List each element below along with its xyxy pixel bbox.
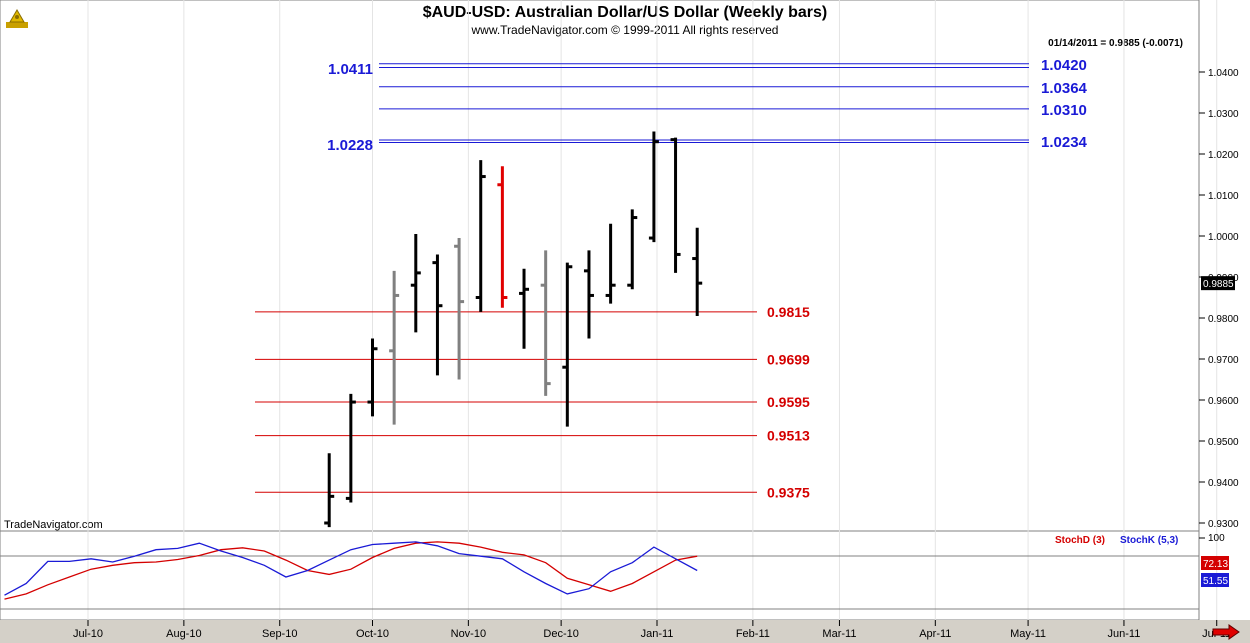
price-bars <box>324 131 703 528</box>
chart-title: $AUD-USD: Australian Dollar/US Dollar (W… <box>423 4 828 21</box>
ohlc-bar <box>454 238 465 380</box>
ohlc-bar <box>540 250 551 396</box>
support-label: 0.9513 <box>767 428 810 444</box>
ohlc-bar <box>497 166 508 308</box>
last-price-box <box>1201 276 1235 291</box>
x-tick-label: Dec-10 <box>543 628 578 640</box>
stoch-value-label: 51.55 <box>1203 576 1228 587</box>
y-tick-label: 0.9400 <box>1208 478 1239 489</box>
ohlc-bar <box>475 160 486 312</box>
support-label: 0.9699 <box>767 351 810 367</box>
stoch-legend: StochD (3) <box>1055 535 1105 546</box>
y-tick-label: 1.0100 <box>1208 191 1239 202</box>
ohlc-bar <box>410 233 421 333</box>
ohlc-bar <box>345 393 356 503</box>
levels-layer: 1.0420 1.0411 1.0364 1.0310 1.0234 1.0228 0.98… <box>255 57 1088 500</box>
price-axis: 1.04001.03001.02001.01001.00000.99000.98… <box>1199 68 1239 530</box>
ohlc-bar <box>519 268 530 349</box>
x-tick-label: Sep-10 <box>262 628 297 640</box>
last-price-label: 0.9885 <box>1203 279 1234 290</box>
y-tick-label: 0.9300 <box>1208 519 1239 530</box>
support-label: 0.9815 <box>767 304 810 320</box>
ohlc-bar <box>692 227 703 316</box>
ohlc-bar <box>670 137 681 273</box>
stoch-line <box>4 541 698 600</box>
y-tick-label: 1.0000 <box>1208 232 1239 243</box>
y-tick-label: 0.9800 <box>1208 314 1239 325</box>
stoch-line <box>4 541 698 596</box>
y-tick-label: 1.0300 <box>1208 109 1239 120</box>
resistance-label: 1.0234 <box>1041 134 1088 151</box>
x-tick-label: Jun-11 <box>1108 628 1141 640</box>
y-tick-label: 0.9700 <box>1208 355 1239 366</box>
x-tick-label: Feb-11 <box>736 628 770 640</box>
resistance-label: 1.0364 <box>1041 80 1088 97</box>
stoch-legend: StochK (5,3) <box>1120 535 1178 546</box>
stoch-value-label: 72.13 <box>1203 559 1228 570</box>
stoch-value-box <box>1201 556 1229 570</box>
y-tick-label: 1.0400 <box>1208 68 1239 79</box>
time-axis-band <box>0 620 1250 643</box>
ohlc-bar <box>432 254 443 376</box>
y-tick-label: 0.9500 <box>1208 437 1239 448</box>
price-pane <box>0 0 1200 532</box>
resistance-label: 1.0228 <box>327 137 373 154</box>
x-tick-label: Nov-10 <box>451 628 486 640</box>
trade-navigator-logo-icon <box>6 9 28 28</box>
support-label: 0.9375 <box>767 484 810 500</box>
y-tick-label: 0.9600 <box>1208 396 1239 407</box>
ohlc-bar <box>648 131 659 243</box>
x-tick-label: Jan-11 <box>641 628 674 640</box>
ohlc-bar <box>389 270 400 425</box>
stoch-layer: StochD (3) 72.13 StochK (5,3) 51.55 100 <box>4 533 1229 600</box>
ohlc-bar <box>627 209 638 290</box>
scroll-right-arrow-icon[interactable] <box>1212 624 1240 640</box>
time-gridlines <box>87 0 1218 620</box>
ohlc-bar <box>605 223 616 304</box>
y-tick-label: 1.0200 <box>1208 150 1239 161</box>
x-tick-label: Mar-11 <box>822 628 856 640</box>
chart-subtitle: www.TradeNavigator.com © 1999-2011 All r… <box>471 23 779 37</box>
resistance-label: 1.0420 <box>1041 57 1087 74</box>
stoch-tick-label: 100 <box>1208 533 1225 544</box>
resistance-label: 1.0411 <box>328 61 373 78</box>
ohlc-bar <box>367 338 378 417</box>
x-tick-label: Aug-10 <box>166 628 201 640</box>
ohlc-bar <box>583 250 594 339</box>
quote-readout: 01/14/2011 = 0.9885 (-0.0071) <box>1048 38 1183 49</box>
stoch-value-box <box>1201 573 1229 587</box>
resistance-label: 1.0310 <box>1041 102 1087 119</box>
x-tick-label: Oct-10 <box>356 628 389 640</box>
x-tick-label: May-11 <box>1010 628 1046 640</box>
watermark: TradeNavigator.com <box>4 519 103 531</box>
x-tick-label: Jul-10 <box>73 628 103 640</box>
ohlc-bar <box>562 262 573 427</box>
support-label: 0.9595 <box>767 394 810 410</box>
indicator-pane <box>0 530 1200 621</box>
x-tick-label: Apr-11 <box>919 628 951 640</box>
ohlc-bar <box>324 453 335 528</box>
